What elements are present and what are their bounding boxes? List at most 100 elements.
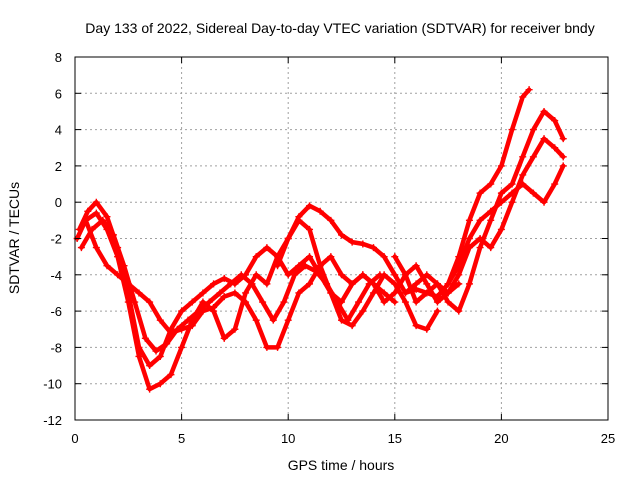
data-point [465, 235, 473, 242]
data-point [444, 298, 452, 306]
data-point [252, 316, 260, 324]
data-point [124, 280, 132, 288]
data-point [529, 153, 537, 161]
data-point [252, 271, 260, 279]
x-tick-label: 25 [601, 431, 615, 446]
data-point [465, 280, 473, 288]
data-point [497, 162, 505, 170]
data-point [540, 198, 548, 206]
data-point [348, 238, 356, 246]
data-point [559, 135, 567, 143]
data-point [391, 280, 399, 288]
data-point [338, 316, 345, 324]
series-line [445, 163, 566, 287]
data-point [401, 298, 409, 306]
data-point [508, 189, 516, 197]
data-point [237, 271, 245, 279]
data-point [259, 298, 267, 306]
x-tick-label: 15 [388, 431, 402, 446]
data-point [508, 180, 516, 188]
data-point [455, 280, 463, 288]
data-point [152, 347, 160, 355]
x-axis-label: GPS time / hours [288, 457, 395, 473]
data-point [369, 280, 377, 288]
data-point [280, 298, 288, 306]
data-point [391, 253, 399, 261]
data-point [295, 262, 303, 270]
data-point [216, 289, 224, 297]
data-point [551, 180, 559, 188]
data-point [423, 325, 431, 333]
data-point [487, 207, 495, 215]
data-point [348, 322, 356, 330]
data-point [84, 207, 92, 215]
data-point [369, 244, 377, 252]
data-point [455, 307, 463, 315]
data-point [559, 153, 567, 161]
data-point [444, 289, 452, 297]
data-point [82, 216, 90, 224]
data-point [306, 225, 314, 233]
data-point [412, 280, 420, 288]
data-point [423, 271, 431, 279]
data-point [252, 253, 260, 261]
data-point [306, 202, 314, 210]
series-track-g [401, 135, 567, 297]
y-tick-label: -4 [50, 268, 62, 283]
data-point [227, 280, 235, 288]
series-track-f [391, 107, 567, 315]
data-point [529, 126, 537, 134]
data-point [156, 380, 164, 388]
data-point [188, 322, 196, 330]
series-track-c [77, 216, 384, 355]
data-point [412, 322, 420, 330]
data-point [135, 289, 143, 297]
data-point [455, 271, 463, 279]
data-point [301, 262, 309, 270]
data-point [306, 253, 314, 261]
data-point [551, 117, 559, 125]
data-point [338, 231, 345, 239]
data-point [348, 280, 356, 288]
data-point [220, 293, 228, 301]
data-point [344, 316, 352, 324]
data-point [295, 289, 303, 297]
data-point [103, 262, 111, 270]
data-point [401, 289, 409, 297]
data-point [380, 298, 388, 306]
data-point [376, 271, 384, 279]
data-point [263, 244, 271, 252]
data-point [391, 298, 399, 306]
data-point [433, 307, 441, 315]
data-point [188, 298, 196, 306]
data-point [146, 298, 154, 306]
data-point [359, 271, 367, 279]
data-point [433, 293, 441, 301]
data-point [199, 307, 207, 315]
data-point [92, 209, 100, 217]
series-track-h [444, 162, 567, 288]
x-tick-label: 5 [178, 431, 185, 446]
data-point [242, 298, 250, 306]
series-track-d [82, 216, 463, 351]
data-point [497, 189, 505, 197]
data-point [92, 198, 100, 206]
y-tick-label: -6 [50, 304, 62, 319]
data-point [242, 289, 250, 297]
data-point [103, 213, 111, 221]
data-point [369, 289, 377, 297]
data-point [316, 207, 324, 215]
data-point [487, 244, 495, 252]
data-point [295, 213, 303, 221]
x-tick-labels: 0 5 10 15 20 25 [71, 431, 615, 446]
data-point [497, 198, 505, 206]
data-point [380, 289, 388, 297]
data-point [519, 93, 527, 101]
data-point [525, 86, 533, 94]
data-point [178, 343, 186, 351]
data-point [163, 340, 171, 348]
data-point [263, 280, 271, 288]
data-point [327, 216, 335, 224]
data-point [199, 298, 207, 306]
